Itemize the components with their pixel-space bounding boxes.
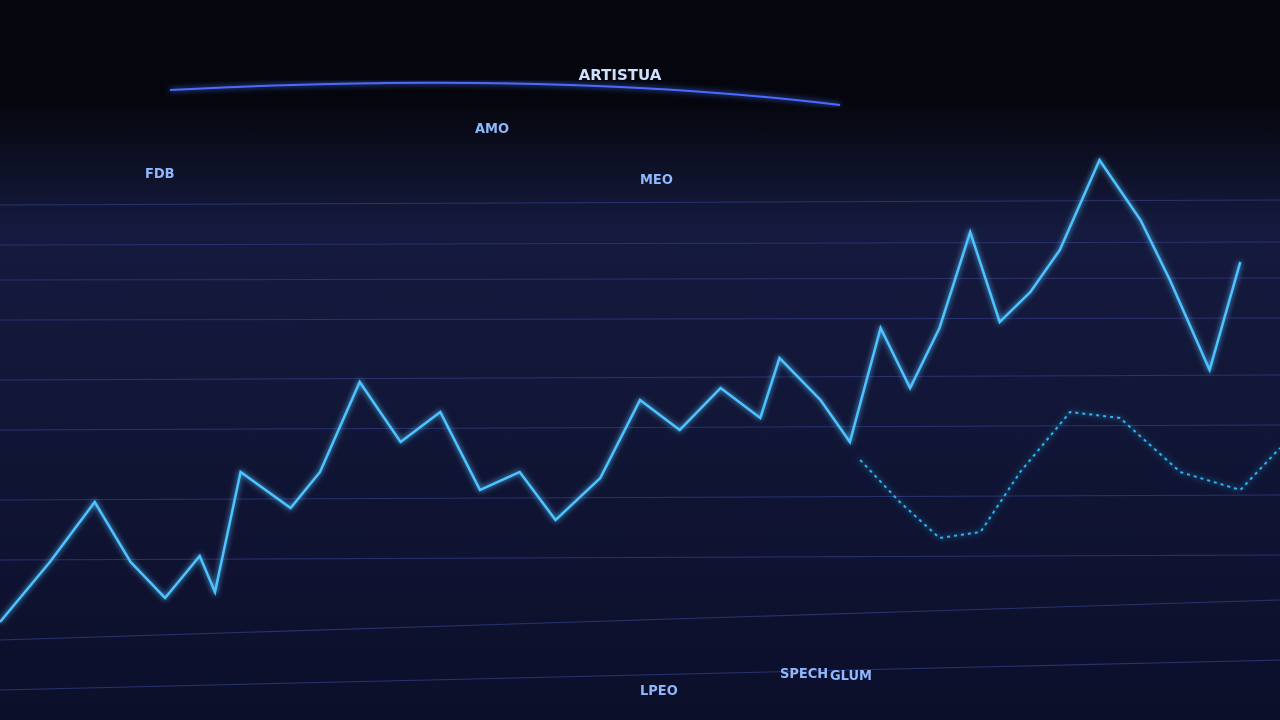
annotation: AMO [475, 122, 509, 137]
header-arc [169, 81, 841, 106]
annotation: FDB [145, 167, 175, 182]
chart-title: ARTISTUA [579, 66, 662, 84]
annotation: GLUM [830, 669, 872, 684]
series-line [859, 410, 1280, 540]
annotation: SPECH [780, 667, 828, 682]
series-line [0, 157, 1242, 623]
panel [0, 105, 1280, 720]
annotation: LPEO [640, 684, 678, 699]
grid [0, 199, 1280, 691]
annotation: MEO [640, 173, 673, 188]
